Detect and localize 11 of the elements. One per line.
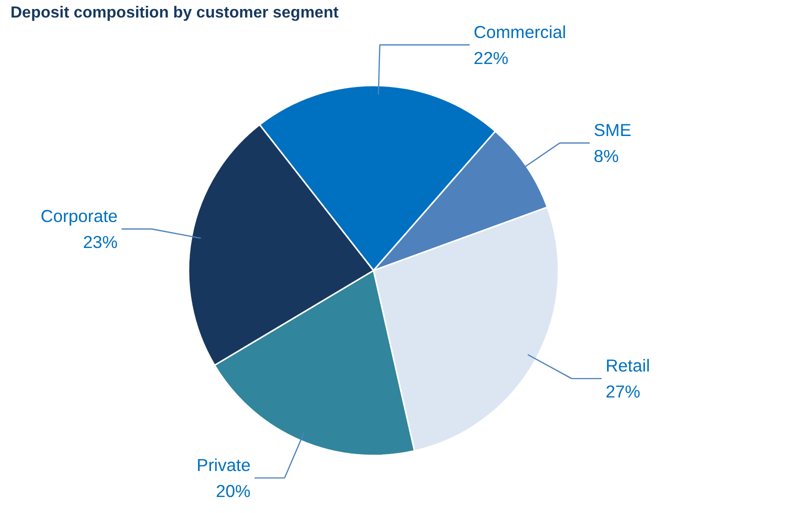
slice-label: Corporate [40,206,118,226]
slice-label: Retail [606,356,650,376]
data-label: 8% [594,146,619,166]
data-label: 22% [474,48,508,68]
data-label: 27% [606,382,640,402]
slice-label: Commercial [474,22,566,42]
chart-title: Deposit composition by customer segment [10,4,340,22]
data-label: 20% [216,480,251,501]
slice-label: Private [196,454,251,475]
data-label: 23% [82,232,118,252]
slice-label: SME [594,120,632,140]
